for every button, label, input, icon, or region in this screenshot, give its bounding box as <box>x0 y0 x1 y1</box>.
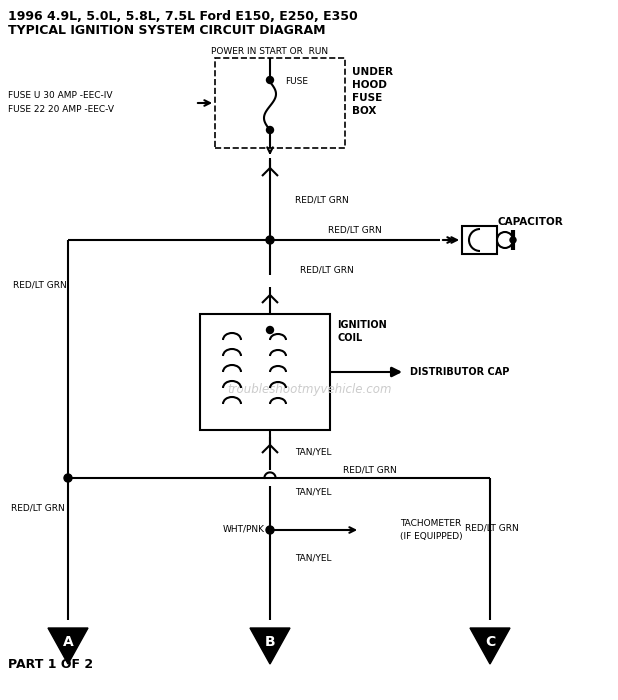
Text: FUSE U 30 AMP -EEC-IV: FUSE U 30 AMP -EEC-IV <box>8 92 112 101</box>
Text: HOOD: HOOD <box>352 80 387 90</box>
Text: B: B <box>265 635 275 649</box>
Text: 1996 4.9L, 5.0L, 5.8L, 7.5L Ford E150, E250, E350: 1996 4.9L, 5.0L, 5.8L, 7.5L Ford E150, E… <box>8 10 358 22</box>
Text: TACHOMETER: TACHOMETER <box>400 519 461 528</box>
Text: troubleshootmyvehicle.com: troubleshootmyvehicle.com <box>227 384 391 396</box>
Text: C: C <box>485 635 495 649</box>
Text: POWER IN START OR  RUN: POWER IN START OR RUN <box>211 48 329 57</box>
Text: RED/LT GRN: RED/LT GRN <box>11 503 65 512</box>
Circle shape <box>266 127 274 134</box>
Bar <box>462 226 497 254</box>
Text: TAN/YEL: TAN/YEL <box>295 554 331 563</box>
Text: DISTRIBUTOR CAP: DISTRIBUTOR CAP <box>410 367 510 377</box>
Polygon shape <box>250 628 290 664</box>
Text: CAPACITOR: CAPACITOR <box>497 217 563 227</box>
Text: IGNITION: IGNITION <box>337 320 387 330</box>
Text: RED/LT GRN: RED/LT GRN <box>343 466 397 475</box>
Circle shape <box>497 232 513 248</box>
Circle shape <box>64 474 72 482</box>
Text: FUSE: FUSE <box>352 93 383 103</box>
Text: RED/LT GRN: RED/LT GRN <box>465 524 519 533</box>
Text: UNDER: UNDER <box>352 67 393 77</box>
Text: TYPICAL IGNITION SYSTEM CIRCUIT DIAGRAM: TYPICAL IGNITION SYSTEM CIRCUIT DIAGRAM <box>8 24 326 36</box>
Circle shape <box>266 236 274 244</box>
Text: TAN/YEL: TAN/YEL <box>295 487 331 496</box>
Polygon shape <box>48 628 88 664</box>
Text: (IF EQUIPPED): (IF EQUIPPED) <box>400 533 463 542</box>
Bar <box>215 58 345 148</box>
Circle shape <box>510 237 516 243</box>
Text: A: A <box>62 635 74 649</box>
Circle shape <box>266 526 274 534</box>
Polygon shape <box>470 628 510 664</box>
Text: COIL: COIL <box>337 333 362 343</box>
Circle shape <box>266 76 274 83</box>
Text: TAN/YEL: TAN/YEL <box>295 447 331 456</box>
Text: RED/LT GRN: RED/LT GRN <box>295 195 349 204</box>
Text: WHT/PNK: WHT/PNK <box>223 524 265 533</box>
Text: FUSE: FUSE <box>285 78 308 87</box>
Text: RED/LT GRN: RED/LT GRN <box>300 265 353 274</box>
Text: PART 1 OF 2: PART 1 OF 2 <box>8 659 93 671</box>
Bar <box>200 314 330 430</box>
Text: RED/LT GRN: RED/LT GRN <box>328 225 382 234</box>
Text: RED/LT GRN: RED/LT GRN <box>13 281 67 290</box>
Circle shape <box>266 326 274 333</box>
Text: FUSE 22 20 AMP -EEC-V: FUSE 22 20 AMP -EEC-V <box>8 104 114 113</box>
Text: BOX: BOX <box>352 106 376 116</box>
